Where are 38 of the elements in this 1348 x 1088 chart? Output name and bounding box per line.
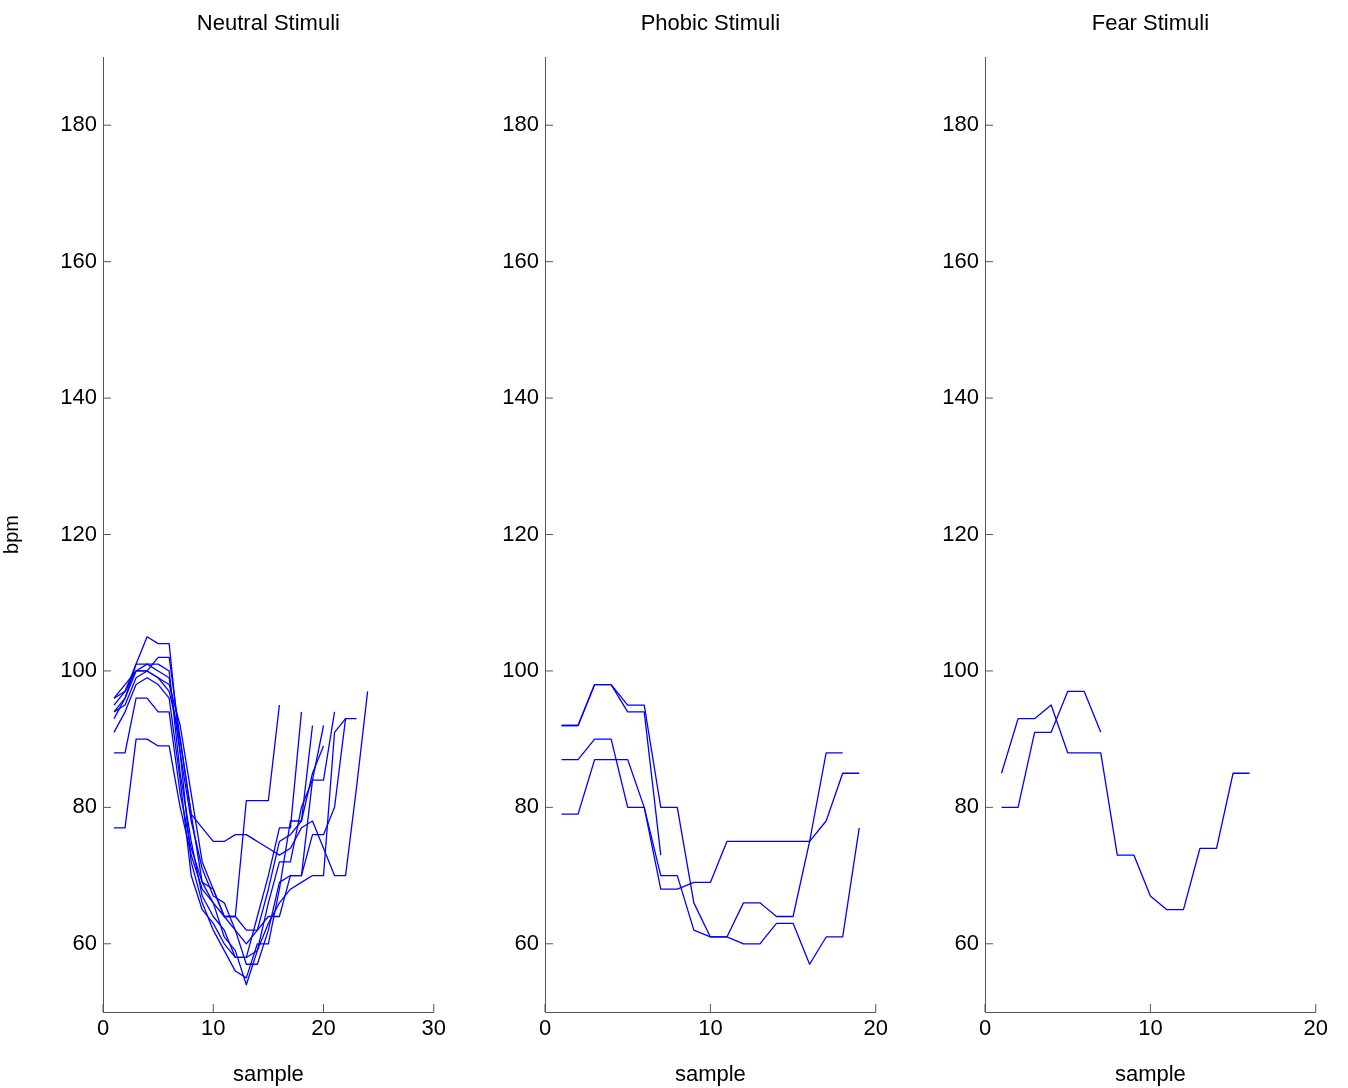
x-tick-label: 20 <box>863 1015 889 1041</box>
y-tick-label: 160 <box>60 247 97 273</box>
chart-title: Fear Stimuli <box>1091 10 1210 35</box>
y-tick-label: 180 <box>502 111 539 137</box>
y-tick-label: 80 <box>514 793 539 819</box>
x-tick-label: 0 <box>978 1015 992 1041</box>
y-tick-label: 180 <box>942 111 979 137</box>
y-axis-title: bpm <box>0 515 22 554</box>
x-tick-label: 0 <box>96 1015 110 1041</box>
y-tick-label: 80 <box>72 793 97 819</box>
x-tick-label: 10 <box>1138 1015 1163 1041</box>
x-tick-label: 20 <box>311 1015 336 1041</box>
x-axis-title: sample <box>674 1060 746 1086</box>
x-tick-label: 10 <box>698 1015 723 1041</box>
y-tick-label: 60 <box>72 929 97 955</box>
y-tick-label: 100 <box>942 656 979 682</box>
y-tick-label: 120 <box>942 520 979 546</box>
y-tick-label: 100 <box>60 656 97 682</box>
y-tick-label: 160 <box>502 247 539 273</box>
y-tick-label: 80 <box>954 793 979 819</box>
x-tick-label: 0 <box>538 1015 552 1041</box>
y-tick-label: 60 <box>954 929 979 955</box>
x-tick-label: 20 <box>1303 1015 1329 1041</box>
y-tick-label: 160 <box>942 247 979 273</box>
x-tick-label: 30 <box>421 1015 447 1041</box>
y-tick-label: 120 <box>60 520 97 546</box>
y-tick-label: 140 <box>502 384 539 410</box>
y-tick-label: 100 <box>502 656 539 682</box>
chart-title: Neutral Stimuli <box>196 10 340 35</box>
x-tick-label: 10 <box>201 1015 226 1041</box>
x-axis-title: sample <box>232 1060 304 1086</box>
y-tick-label: 140 <box>60 384 97 410</box>
chart-title: Phobic Stimuli <box>640 10 781 35</box>
x-axis-title: sample <box>1114 1060 1186 1086</box>
y-tick-label: 140 <box>942 384 979 410</box>
y-tick-label: 120 <box>502 520 539 546</box>
y-tick-label: 180 <box>60 111 97 137</box>
y-tick-label: 60 <box>514 929 539 955</box>
